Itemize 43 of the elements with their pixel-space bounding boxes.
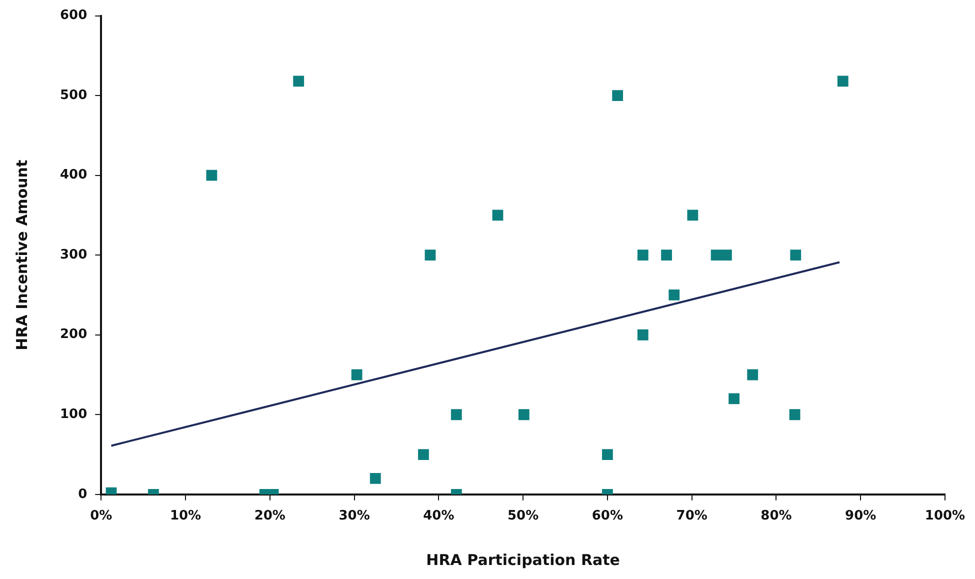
point [837, 76, 848, 87]
point [637, 329, 648, 340]
point [351, 369, 362, 380]
x-tick-label: 90% [845, 508, 876, 524]
x-tick-label: 0% [90, 508, 112, 524]
point [710, 250, 722, 261]
x-tick-label: 20% [254, 508, 286, 524]
x-tick-label: 50% [508, 508, 539, 524]
point [637, 250, 648, 261]
point [687, 210, 698, 221]
point [790, 250, 802, 261]
point [612, 90, 624, 102]
point [661, 250, 672, 261]
point [206, 170, 218, 181]
x-tick-label: 100% [924, 508, 966, 524]
x-tick-label: 40% [423, 508, 454, 524]
point [492, 210, 504, 221]
point [518, 409, 530, 420]
y-tick-label: 100 [60, 407, 88, 422]
point [450, 409, 462, 420]
x-tick-label: 80% [760, 508, 792, 524]
point [728, 393, 740, 404]
x-tick-label: 70% [676, 508, 708, 524]
y-tick-label: 200 [60, 327, 88, 342]
y-tick-label: 0 [78, 486, 88, 502]
y-tick-label: 300 [60, 247, 88, 262]
point [602, 449, 613, 460]
x-tick-label: 60% [592, 508, 624, 524]
point [789, 409, 800, 420]
y-tick-label: 600 [60, 8, 88, 24]
y-axis-title: HRA Incentive Amount [12, 160, 31, 350]
x-tick-label: 10% [170, 508, 202, 524]
point [418, 449, 429, 460]
y-tick-label: 500 [60, 88, 88, 103]
point [668, 290, 680, 300]
point [293, 76, 304, 87]
y-tick-label: 400 [60, 168, 88, 183]
point [747, 369, 758, 380]
point [720, 250, 732, 261]
x-tick-label: 30% [338, 508, 370, 524]
x-axis-title: HRA Participation Rate [426, 550, 620, 569]
point [424, 250, 436, 261]
point [370, 472, 381, 484]
